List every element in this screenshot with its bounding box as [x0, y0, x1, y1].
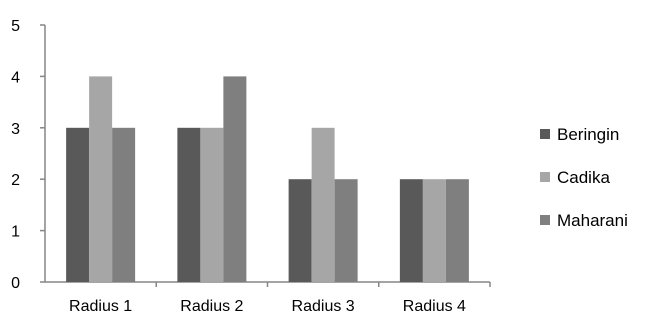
x-tick-label: Radius 1: [69, 298, 132, 315]
x-tick-label: Radius 2: [180, 298, 243, 315]
y-tick-label: 0: [11, 275, 20, 292]
bar-beringin-radius-2: [177, 127, 201, 282]
y-tick-label: 5: [11, 18, 20, 35]
legend-swatch-maharani: [540, 215, 550, 225]
bar-beringin-radius-1: [66, 127, 90, 282]
y-tick-label: 3: [11, 121, 20, 138]
bars: [66, 76, 469, 283]
bar-maharani-radius-4: [445, 179, 469, 282]
bar-beringin-radius-4: [399, 179, 423, 282]
x-tick-label: Radius 4: [403, 298, 466, 315]
bar-maharani-radius-1: [112, 127, 136, 282]
bar-cadika-radius-4: [422, 179, 446, 282]
tick-labels: 0 1 2 3 4 5 Radius 1 Radius 2 Radius 3 Radius 4: [11, 18, 466, 315]
legend: Beringin Cadika Maharani: [540, 125, 628, 230]
y-tick-label: 2: [11, 172, 20, 189]
legend-swatch-cadika: [540, 172, 550, 182]
bar-beringin-radius-3: [288, 179, 312, 282]
legend-label-cadika: Cadika: [557, 168, 610, 187]
y-tick-label: 4: [11, 69, 20, 86]
legend-label-beringin: Beringin: [557, 125, 619, 144]
y-tick-label: 1: [11, 224, 20, 241]
bar-cadika-radius-3: [311, 127, 335, 282]
bar-cadika-radius-1: [89, 76, 113, 283]
bar-maharani-radius-3: [334, 179, 358, 282]
x-tick-label: Radius 3: [292, 298, 355, 315]
legend-swatch-beringin: [540, 129, 550, 139]
bar-cadika-radius-2: [200, 127, 224, 282]
legend-label-maharani: Maharani: [557, 211, 628, 230]
bar-maharani-radius-2: [223, 76, 247, 283]
